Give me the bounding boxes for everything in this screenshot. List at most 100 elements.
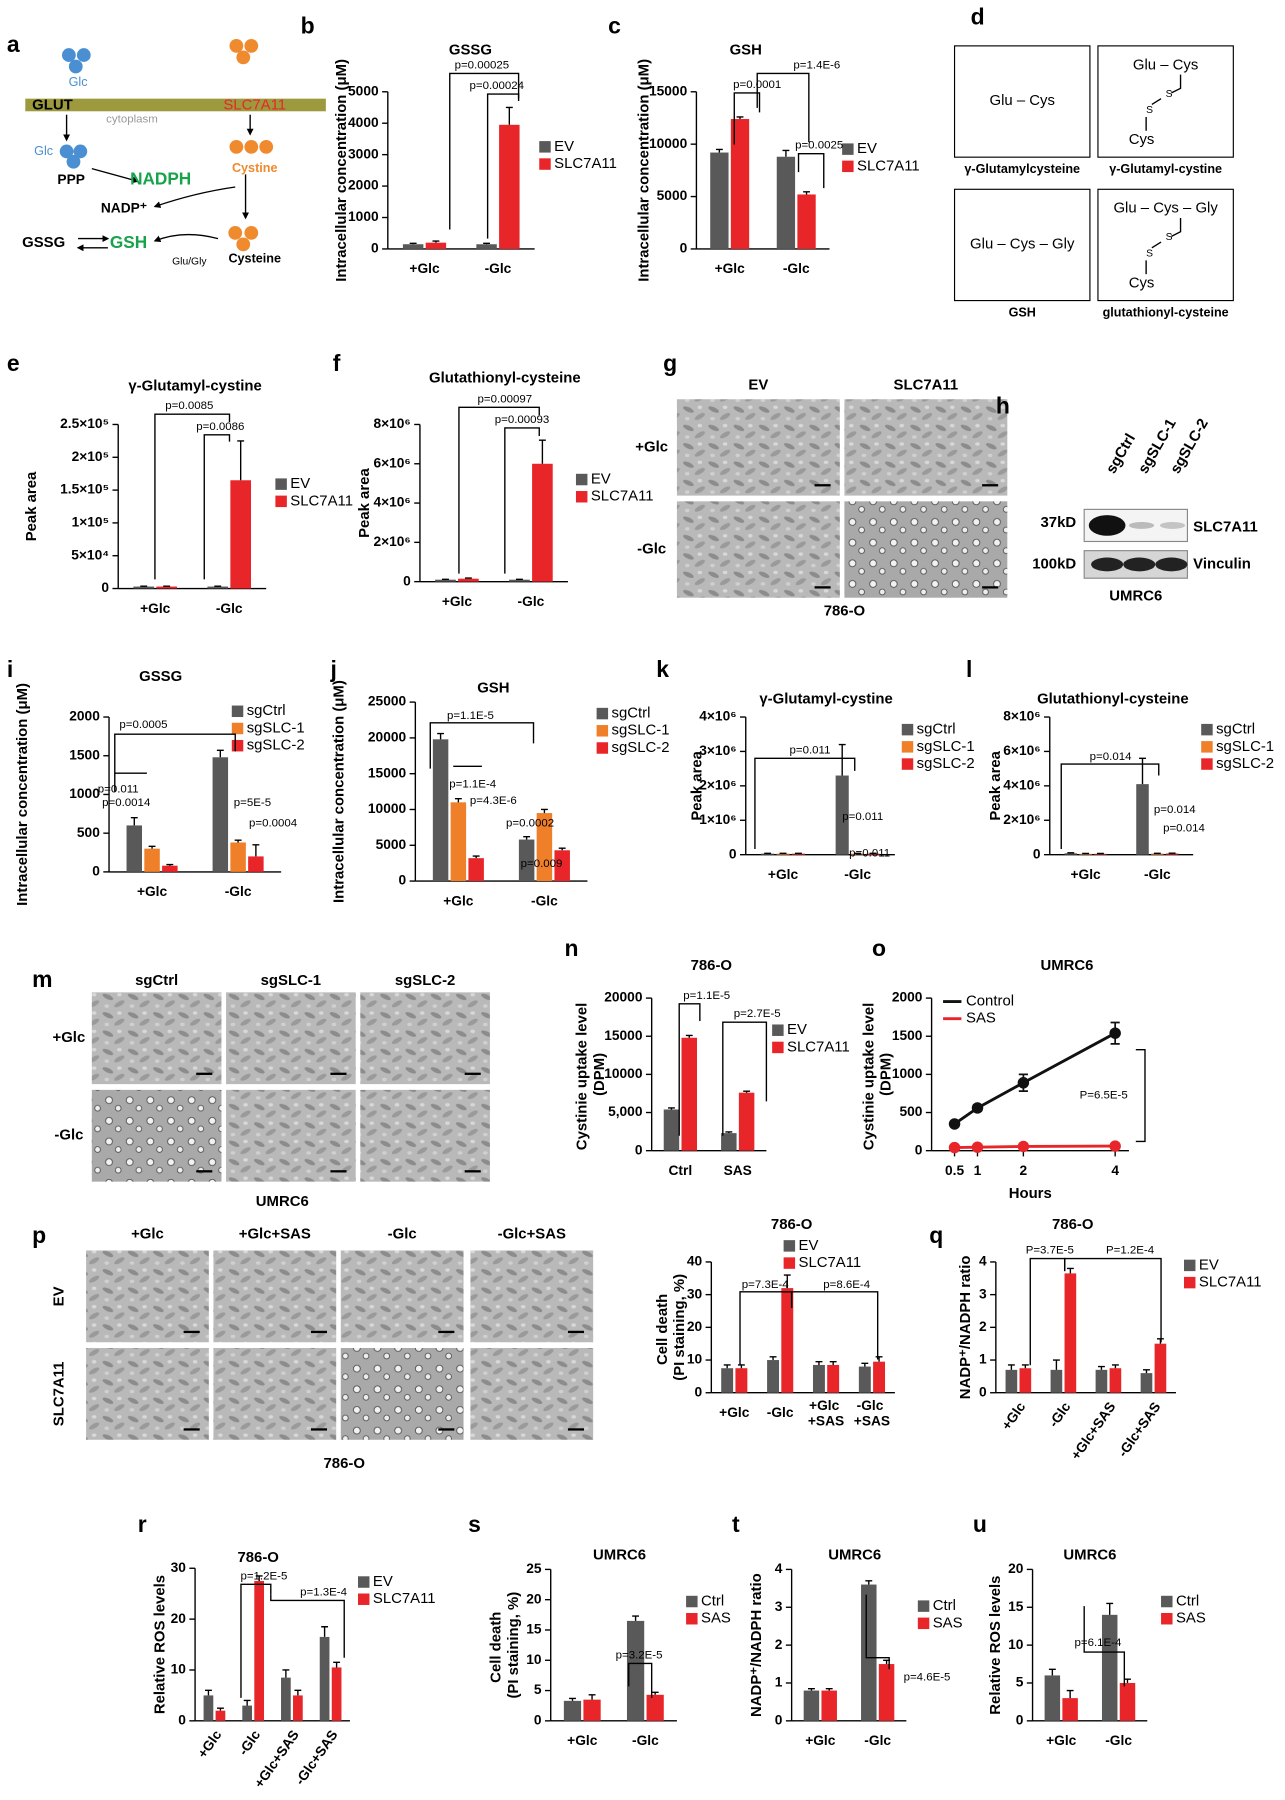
bar [873, 1361, 886, 1393]
legend-swatch [539, 141, 551, 153]
formula: Glu – Cys – Gly [1113, 201, 1218, 217]
atom: S [1166, 89, 1173, 100]
scale-bar [438, 1330, 455, 1334]
legend-swatch [1201, 723, 1213, 736]
bracket [754, 757, 856, 849]
annotation: p=3.2E-5 [616, 1649, 663, 1661]
error-bar [736, 116, 744, 120]
error-bar [1048, 1668, 1056, 1676]
legend-label: Ctrl [933, 1598, 956, 1614]
bar [663, 1109, 680, 1151]
band [1159, 521, 1186, 529]
bar [518, 839, 535, 882]
structure-name: γ-Glutamyl-cystine [1109, 162, 1222, 176]
legend-swatch [357, 1593, 370, 1605]
micrograph [844, 399, 1008, 496]
panel-letter: q [929, 1222, 943, 1248]
legend-label: Control [966, 993, 1014, 1009]
chart-title: 786-O [691, 958, 732, 974]
panel-letter: m [32, 966, 52, 992]
legend-label: SLC7A11 [554, 156, 617, 172]
bracket [756, 72, 810, 143]
x-tick-label: -Glc [216, 601, 243, 616]
panel-letter: u [973, 1511, 987, 1537]
x-tick-label: +Glc [140, 601, 171, 616]
y-tick-label: 1000 [892, 1066, 923, 1081]
legend-label: EV [799, 1238, 819, 1254]
annotation: p=0.014 [1154, 804, 1196, 816]
x-tick-label: SAS [724, 1163, 752, 1178]
bar [293, 1695, 303, 1721]
x-tick-label: -Glc [485, 261, 512, 276]
y-tick-label: 5 [1016, 1675, 1024, 1690]
atom: S [1146, 105, 1153, 116]
legend-label: sgSLC-2 [247, 738, 305, 754]
y-tick-label: 0 [534, 1712, 542, 1727]
legend-swatch [231, 722, 244, 735]
error-bar [437, 732, 445, 740]
bar [242, 1705, 253, 1721]
panel-letter: c [608, 13, 621, 39]
x-tick-label: +Glc [443, 893, 474, 908]
error-bar [409, 242, 417, 245]
y-axis-label: Relative ROS levels [988, 1576, 1004, 1715]
legend-swatch [686, 1595, 698, 1608]
bracket [678, 1003, 701, 1136]
bracket [1063, 1257, 1162, 1343]
error-bar [737, 1364, 745, 1369]
bar [1079, 853, 1092, 855]
y-tick-label: 30 [171, 1560, 187, 1575]
structure-name: glutathionyl-cysteine [1103, 306, 1229, 320]
annotation: p=0.014 [1163, 822, 1205, 834]
bar [1050, 1369, 1063, 1393]
error-bar [1066, 1689, 1074, 1699]
bar [1094, 853, 1107, 855]
error-bar [1052, 1359, 1060, 1370]
x-tick-label: +Glc [195, 1727, 225, 1761]
scale-bar [310, 1330, 328, 1334]
molecule [59, 144, 74, 159]
bracket [1135, 1049, 1146, 1143]
x-tick-label: +Glc [442, 594, 473, 609]
bracket [733, 92, 761, 145]
bracket [797, 153, 825, 189]
bracket [429, 722, 535, 769]
y-axis-label: NADP⁺/NADPH ratio [749, 1573, 765, 1717]
bar [861, 1584, 877, 1721]
molecule [76, 48, 91, 62]
legend-swatch [275, 495, 287, 508]
legend-label: SAS [933, 1615, 963, 1631]
y-tick-label: 5000 [376, 837, 407, 852]
bar [450, 802, 467, 882]
bar [721, 1133, 737, 1151]
molecule [244, 139, 259, 154]
bar [791, 853, 806, 855]
y-axis-label: Relative ROS levels [153, 1575, 169, 1714]
point [971, 1102, 984, 1114]
x-tick-label: +Glc [567, 1733, 598, 1748]
bar [812, 1364, 825, 1393]
chart-title: UMRC6 [1040, 958, 1093, 974]
legend-label: EV [1199, 1257, 1219, 1273]
x-tick-label: -Glc [1046, 1399, 1074, 1430]
y-axis-label: Intracellular concentration (μM) [332, 680, 348, 903]
y-tick-label: 6×10⁶ [373, 455, 410, 470]
legend-swatch [772, 1024, 784, 1036]
micrograph [213, 1347, 337, 1440]
y-axis-label: Cell death (PI staining, %) [489, 1592, 522, 1699]
error-bar [243, 1699, 251, 1706]
diagram-label: GSH [110, 232, 147, 252]
bracket [458, 406, 540, 574]
annotation: p=1.3E-4 [300, 1586, 347, 1598]
legend-swatch [1201, 758, 1213, 770]
column-label: +Glc+SAS [239, 1226, 311, 1242]
structure-box [953, 188, 1091, 302]
chart-title: GSH [477, 680, 509, 696]
legend-label: sgSLC-2 [612, 740, 670, 756]
legend-label: SLC7A11 [857, 158, 920, 174]
error-bar [829, 1360, 837, 1365]
bar [207, 586, 229, 589]
y-tick-label: 1 [979, 1352, 987, 1367]
legend-label: SAS [966, 1011, 996, 1027]
